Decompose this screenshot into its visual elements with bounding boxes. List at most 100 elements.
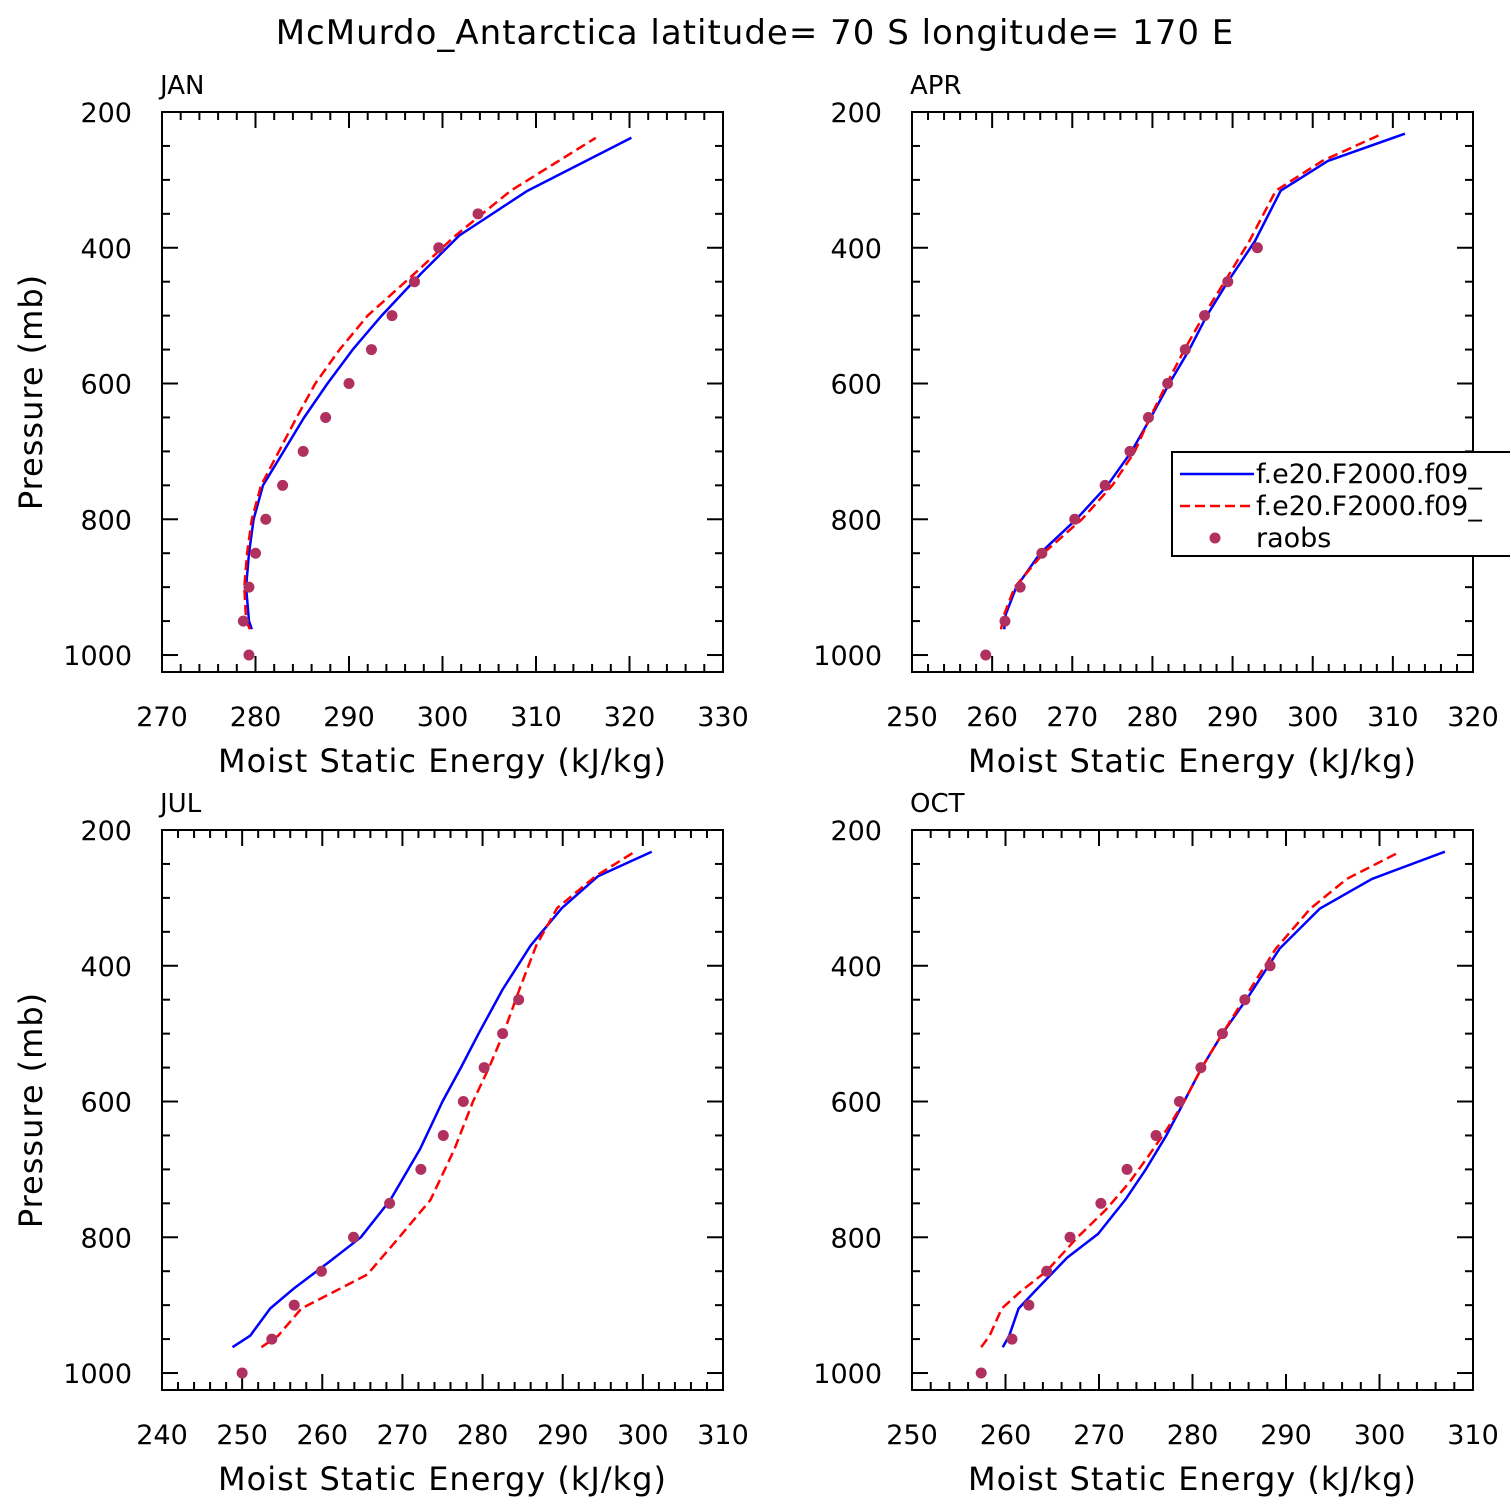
panel-title: OCT bbox=[910, 789, 965, 819]
plot-frame bbox=[161, 829, 724, 1391]
y-tick-label: 200 bbox=[80, 98, 132, 129]
panel-oct: 250 260 270 280 290 300 310 200 400 600 800 1000 OCT… bbox=[813, 789, 1498, 1498]
raobs-point bbox=[243, 581, 255, 593]
y-tick-label: 1000 bbox=[63, 1359, 132, 1390]
panel-jul: 240 250 260 270 280 290 300 310 200 400 600 800 1000… bbox=[12, 789, 749, 1498]
y-tick-label: 600 bbox=[80, 370, 132, 401]
x-tick-label: 280 bbox=[1167, 1420, 1219, 1451]
legend: f.e20.F2000.f09_f.e20.F2000.f09_raobs bbox=[1171, 451, 1510, 557]
x-axis-label: Moist Static Energy (kJ/kg) bbox=[218, 742, 667, 780]
x-tick-label: 270 bbox=[1047, 702, 1099, 733]
raobs-point bbox=[497, 1028, 509, 1040]
legend-label: raobs bbox=[1256, 523, 1331, 554]
x-tick-label: 330 bbox=[697, 702, 749, 733]
raobs-point bbox=[1251, 242, 1263, 254]
raobs-point bbox=[1173, 1096, 1185, 1108]
y-tick-label: 600 bbox=[830, 1088, 882, 1119]
x-axis-label: Moist Static Energy (kJ/kg) bbox=[968, 742, 1417, 780]
raobs-point bbox=[365, 344, 377, 356]
raobs-point bbox=[1121, 1163, 1133, 1175]
y-tick-label: 800 bbox=[830, 505, 882, 536]
x-tick-label: 300 bbox=[1287, 702, 1339, 733]
figure-title: McMurdo_Antarctica latitude= 70 S longit… bbox=[276, 13, 1235, 53]
raobs-point bbox=[408, 276, 420, 288]
y-axis-label: Pressure (mb) bbox=[12, 992, 50, 1228]
raobs-point bbox=[1195, 1062, 1207, 1074]
raobs-point bbox=[980, 649, 992, 661]
panel-title: JAN bbox=[158, 71, 204, 101]
y-tick-label: 200 bbox=[830, 816, 882, 847]
panel-title: JUL bbox=[158, 789, 202, 819]
x-tick-label: 270 bbox=[136, 702, 188, 733]
raobs-point bbox=[478, 1062, 490, 1074]
raobs-point bbox=[297, 445, 309, 457]
x-tick-label: 300 bbox=[617, 1420, 669, 1451]
x-tick-label: 290 bbox=[323, 702, 375, 733]
raobs-point bbox=[1041, 1265, 1053, 1277]
x-tick-label: 260 bbox=[980, 1420, 1032, 1451]
series-line-dashed bbox=[980, 850, 1401, 1348]
raobs-point bbox=[343, 378, 355, 390]
x-tick-label: 320 bbox=[604, 702, 656, 733]
x-tick-label: 270 bbox=[377, 1420, 429, 1451]
legend-box bbox=[1171, 451, 1510, 557]
x-tick-label: 280 bbox=[230, 702, 282, 733]
y-tick-label: 800 bbox=[80, 1223, 132, 1254]
raobs-point bbox=[1150, 1129, 1162, 1141]
plot-frame bbox=[911, 829, 1474, 1391]
raobs-point bbox=[320, 411, 332, 423]
x-axis-label: Moist Static Energy (kJ/kg) bbox=[968, 1460, 1417, 1498]
raobs-point bbox=[1222, 276, 1234, 288]
legend-label: f.e20.F2000.f09_ bbox=[1256, 491, 1482, 522]
y-tick-label: 400 bbox=[80, 234, 132, 265]
x-tick-label: 310 bbox=[510, 702, 562, 733]
raobs-point bbox=[1239, 994, 1251, 1006]
legend-marker bbox=[1209, 532, 1221, 544]
y-tick-label: 200 bbox=[80, 816, 132, 847]
raobs-point bbox=[1264, 960, 1276, 972]
y-tick-label: 800 bbox=[80, 505, 132, 536]
x-tick-label: 240 bbox=[136, 1420, 188, 1451]
y-axis-label: Pressure (mb) bbox=[12, 274, 50, 510]
series-line-dashed bbox=[243, 136, 597, 630]
x-tick-label: 300 bbox=[1354, 1420, 1406, 1451]
y-tick-label: 600 bbox=[830, 370, 882, 401]
raobs-point bbox=[277, 479, 289, 491]
raobs-point bbox=[1179, 344, 1191, 356]
chart-panels: 270 280 290 300 310 320 330 200 400 600 800 1000 JAN… bbox=[12, 71, 1510, 1498]
panel-jan: 270 280 290 300 310 320 330 200 400 600 800 1000 JAN… bbox=[12, 71, 749, 780]
series-line-solid bbox=[244, 136, 632, 630]
raobs-point bbox=[1142, 411, 1154, 423]
legend-label: f.e20.F2000.f09_ bbox=[1256, 459, 1482, 490]
x-tick-label: 250 bbox=[886, 702, 938, 733]
raobs-point bbox=[1199, 310, 1211, 322]
y-tick-label: 1000 bbox=[813, 1359, 882, 1390]
raobs-point bbox=[1162, 378, 1174, 390]
raobs-point bbox=[1099, 479, 1111, 491]
raobs-point bbox=[472, 208, 484, 220]
y-tick-label: 1000 bbox=[63, 641, 132, 672]
raobs-point bbox=[1023, 1299, 1035, 1311]
raobs-point bbox=[513, 994, 525, 1006]
raobs-point bbox=[1036, 547, 1048, 559]
raobs-point bbox=[348, 1231, 360, 1243]
raobs-point bbox=[437, 1129, 449, 1141]
x-tick-label: 260 bbox=[966, 702, 1018, 733]
raobs-point bbox=[384, 1197, 396, 1209]
raobs-point bbox=[1124, 445, 1136, 457]
raobs-point bbox=[266, 1333, 278, 1345]
y-tick-label: 400 bbox=[80, 952, 132, 983]
x-tick-label: 290 bbox=[1260, 1420, 1312, 1451]
raobs-point bbox=[1069, 513, 1081, 525]
x-axis-label: Moist Static Energy (kJ/kg) bbox=[218, 1460, 667, 1498]
raobs-point bbox=[288, 1299, 300, 1311]
x-tick-label: 270 bbox=[1073, 1420, 1125, 1451]
raobs-point bbox=[1095, 1197, 1107, 1209]
raobs-point bbox=[433, 242, 445, 254]
raobs-point bbox=[1014, 581, 1026, 593]
raobs-point bbox=[415, 1163, 427, 1175]
x-tick-label: 280 bbox=[457, 1420, 509, 1451]
raobs-point bbox=[975, 1367, 987, 1379]
raobs-point bbox=[236, 1367, 248, 1379]
